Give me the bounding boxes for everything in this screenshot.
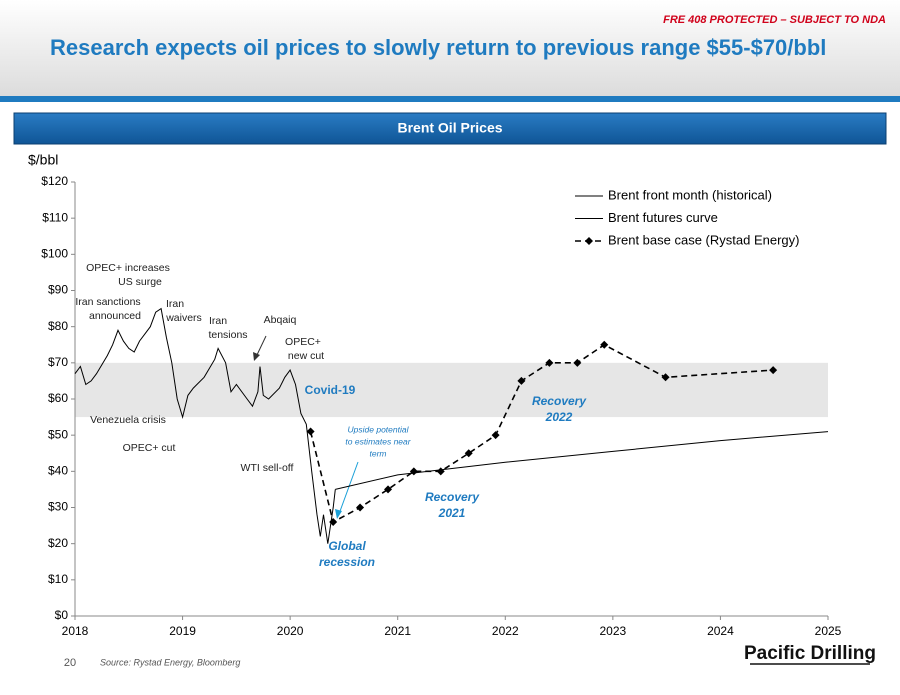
annotation: Venezuela crisis <box>90 414 166 426</box>
annotation: term <box>370 448 387 458</box>
annotation: OPEC+ cut <box>123 442 176 454</box>
y-tick-label: $70 <box>48 355 68 369</box>
x-tick-label: 2025 <box>815 624 842 638</box>
annotation: Upside potential <box>348 424 410 434</box>
series-line <box>74 307 336 544</box>
x-tick-label: 2021 <box>384 624 411 638</box>
arrow <box>338 461 359 515</box>
annotation: to estimates near <box>345 436 411 446</box>
diamond-marker <box>517 376 526 385</box>
y-tick-label: $120 <box>41 174 68 188</box>
annotation: 2021 <box>438 506 466 520</box>
legend-label: Brent base case (Rystad Energy) <box>608 232 799 247</box>
arrowhead <box>335 509 342 519</box>
annotation: Abqaiq <box>264 314 297 326</box>
y-tick-label: $30 <box>48 500 68 514</box>
diamond-marker <box>329 517 338 526</box>
annotation: OPEC+ <box>285 336 321 348</box>
annotation: US surge <box>118 276 162 288</box>
diamond-marker <box>491 431 500 440</box>
y-tick-label: $40 <box>48 464 68 478</box>
logo: Pacific Drilling <box>744 643 876 664</box>
x-tick-label: 2019 <box>169 624 196 638</box>
annotation: 2022 <box>545 410 573 424</box>
source: Source: Rystad Energy, Bloomberg <box>100 657 240 667</box>
y-axis-label: $/bbl <box>28 152 58 168</box>
header-bg <box>0 0 900 96</box>
panel-title: Brent Oil Prices <box>397 120 502 136</box>
annotation: announced <box>89 310 141 322</box>
diamond-marker <box>436 467 445 476</box>
legend-label: Brent futures curve <box>608 210 718 225</box>
diamond-marker <box>545 358 554 367</box>
annotation: tensions <box>208 329 247 341</box>
x-tick-label: 2020 <box>277 624 304 638</box>
y-tick-label: $80 <box>48 319 68 333</box>
annotation: recession <box>319 555 375 569</box>
legend-marker <box>585 237 593 245</box>
annotation: Iran <box>166 298 184 310</box>
y-tick-label: $50 <box>48 427 68 441</box>
diamond-marker <box>306 427 315 436</box>
header-stripe <box>0 96 900 102</box>
diamond-marker <box>661 373 670 382</box>
series-line <box>335 431 829 490</box>
x-tick-label: 2023 <box>600 624 627 638</box>
page-number: 20 <box>64 657 76 669</box>
diamond-marker <box>464 449 473 458</box>
x-tick-label: 2024 <box>707 624 734 638</box>
annotation: Iran sanctions <box>75 296 140 308</box>
annotation: Recovery <box>425 490 480 504</box>
series-line <box>309 343 774 524</box>
diamond-marker <box>356 503 365 512</box>
y-tick-label: $110 <box>42 210 68 224</box>
diamond-marker <box>409 467 418 476</box>
annotation: new cut <box>288 350 324 362</box>
diamond-marker <box>600 340 609 349</box>
annotation: OPEC+ increases <box>86 262 170 274</box>
y-tick-label: $20 <box>48 536 68 550</box>
y-tick-label: $10 <box>48 572 68 586</box>
y-tick-label: $60 <box>48 391 68 405</box>
y-tick-label: $100 <box>41 247 68 261</box>
y-tick-label: $0 <box>55 608 69 622</box>
notice: FRE 408 PROTECTED – SUBJECT TO NDA <box>663 14 886 26</box>
annotation: WTI sell-off <box>241 462 294 474</box>
x-tick-label: 2018 <box>62 624 89 638</box>
diamond-marker <box>573 358 582 367</box>
annotation: waivers <box>165 312 202 324</box>
x-tick-label: 2022 <box>492 624 519 638</box>
shaded-range <box>75 362 828 418</box>
diamond-marker <box>769 366 778 375</box>
annotation: Global <box>328 539 366 553</box>
diamond-marker <box>384 485 393 494</box>
arrowhead <box>253 352 260 361</box>
y-tick-label: $90 <box>48 283 68 297</box>
annotation: Iran <box>209 315 227 327</box>
legend-label: Brent front month (historical) <box>608 187 772 202</box>
slide-title: Research expects oil prices to slowly re… <box>50 35 826 60</box>
annotation: Covid-19 <box>305 383 356 397</box>
panel-bar <box>13 112 887 145</box>
annotation: Recovery <box>532 394 587 408</box>
arrow <box>255 335 267 358</box>
